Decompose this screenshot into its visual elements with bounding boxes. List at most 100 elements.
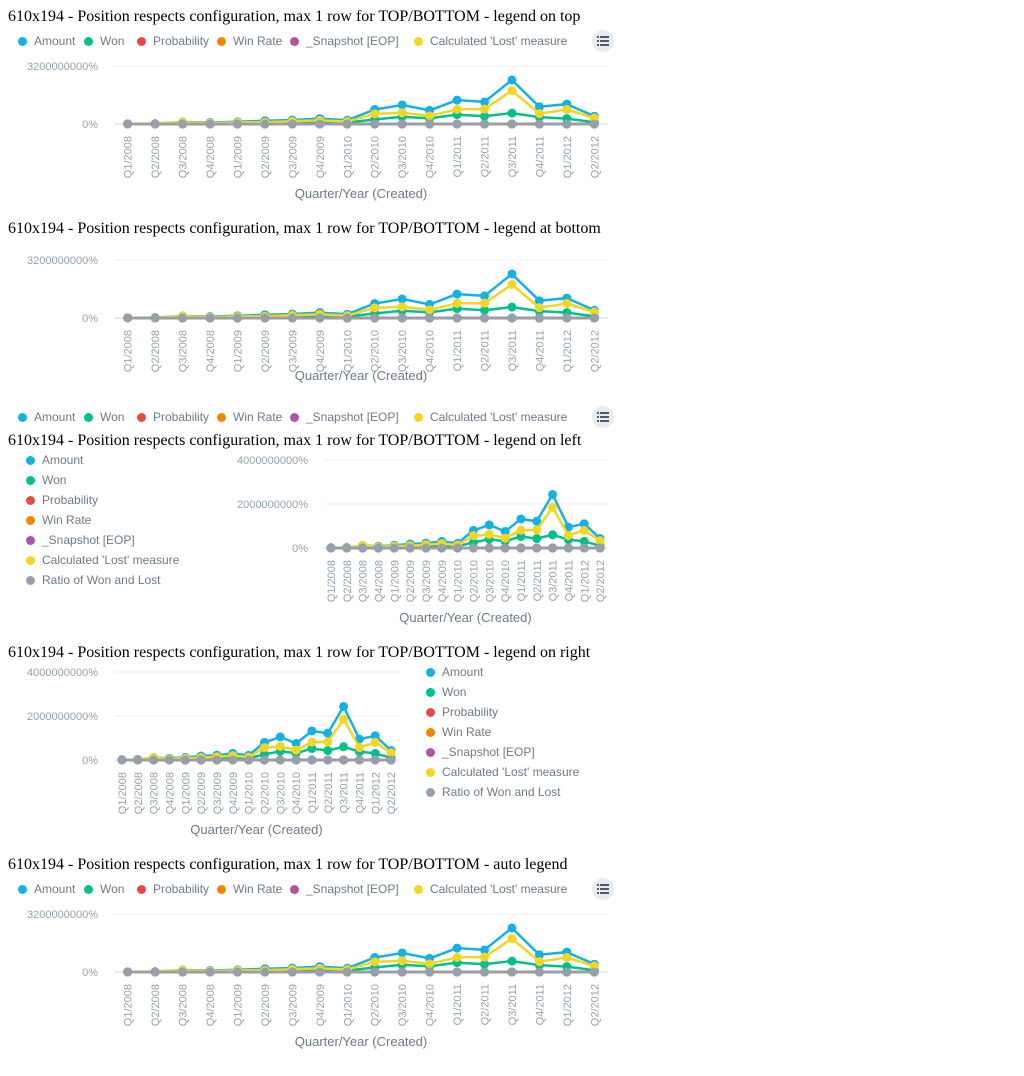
data-point[interactable] — [425, 111, 435, 121]
legend-item[interactable]: Calculated 'Lost' measure — [426, 762, 579, 782]
data-point[interactable] — [480, 291, 489, 301]
data-point[interactable] — [452, 313, 462, 323]
data-point[interactable] — [149, 755, 159, 765]
data-point[interactable] — [291, 739, 301, 748]
data-point[interactable] — [589, 119, 599, 129]
data-point[interactable] — [397, 108, 407, 118]
data-point[interactable] — [315, 967, 325, 977]
data-point[interactable] — [507, 923, 517, 933]
data-point[interactable] — [205, 119, 215, 129]
data-point[interactable] — [532, 525, 542, 535]
data-point[interactable] — [452, 289, 462, 299]
data-point[interactable] — [397, 100, 407, 110]
legend-item[interactable]: Probability — [137, 879, 209, 899]
legend-item[interactable]: Win Rate — [217, 879, 282, 899]
data-point[interactable] — [342, 119, 352, 129]
data-point[interactable] — [534, 119, 544, 129]
data-point[interactable] — [212, 755, 222, 765]
data-point[interactable] — [500, 543, 510, 553]
data-point[interactable] — [315, 119, 325, 129]
legend-item[interactable]: Amount — [18, 31, 75, 51]
data-point[interactable] — [233, 119, 242, 129]
data-point[interactable] — [532, 543, 542, 553]
legend-item[interactable]: Ratio of Won and Lost — [26, 570, 161, 590]
data-point[interactable] — [480, 111, 489, 121]
data-point[interactable] — [370, 313, 380, 323]
data-point[interactable] — [339, 714, 349, 724]
data-point[interactable] — [117, 755, 127, 765]
data-point[interactable] — [370, 119, 380, 129]
data-point[interactable] — [534, 102, 544, 112]
data-point[interactable] — [307, 744, 317, 754]
data-point[interactable] — [534, 967, 544, 977]
data-point[interactable] — [516, 514, 526, 524]
data-point[interactable] — [507, 108, 517, 118]
data-point[interactable] — [452, 952, 462, 962]
data-point[interactable] — [389, 543, 399, 553]
data-point[interactable] — [233, 313, 242, 323]
data-point[interactable] — [425, 967, 435, 977]
legend-item[interactable]: Probability — [137, 31, 209, 51]
data-point[interactable] — [259, 755, 269, 765]
data-point[interactable] — [589, 967, 599, 977]
data-point[interactable] — [562, 313, 572, 323]
data-point[interactable] — [452, 298, 462, 308]
data-point[interactable] — [468, 531, 478, 541]
data-point[interactable] — [287, 119, 297, 129]
data-point[interactable] — [307, 737, 317, 747]
data-point[interactable] — [507, 75, 517, 85]
legend-item[interactable]: _Snapshot [EOP] — [290, 407, 399, 427]
data-point[interactable] — [548, 502, 558, 512]
data-point[interactable] — [370, 957, 380, 967]
data-point[interactable] — [164, 755, 174, 765]
data-point[interactable] — [370, 731, 380, 741]
data-point[interactable] — [480, 305, 489, 315]
data-point[interactable] — [315, 313, 325, 323]
data-point[interactable] — [534, 303, 544, 313]
data-point[interactable] — [354, 742, 364, 752]
data-point[interactable] — [425, 119, 435, 129]
data-point[interactable] — [370, 737, 380, 747]
data-point[interactable] — [397, 967, 407, 977]
data-point[interactable] — [397, 302, 407, 312]
data-point[interactable] — [323, 728, 333, 738]
data-point[interactable] — [452, 119, 462, 129]
data-point[interactable] — [150, 313, 160, 323]
legend-item[interactable]: Calculated 'Lost' measure — [414, 31, 567, 51]
legend-item[interactable]: Win Rate — [26, 510, 91, 530]
data-point[interactable] — [150, 967, 160, 977]
legend-item[interactable]: Calculated 'Lost' measure — [26, 550, 179, 570]
data-point[interactable] — [370, 109, 380, 119]
data-point[interactable] — [589, 313, 599, 323]
legend-item[interactable]: Won — [84, 407, 124, 427]
data-point[interactable] — [480, 119, 489, 129]
data-point[interactable] — [205, 967, 215, 977]
data-point[interactable] — [180, 755, 190, 765]
data-point[interactable] — [178, 313, 188, 323]
legend-item[interactable]: _Snapshot [EOP] — [290, 879, 399, 899]
legend-item[interactable]: Won — [426, 682, 466, 702]
data-point[interactable] — [342, 543, 352, 553]
legend-item[interactable]: Calculated 'Lost' measure — [414, 879, 567, 899]
data-point[interactable] — [579, 543, 589, 553]
data-point[interactable] — [500, 533, 510, 543]
data-point[interactable] — [405, 543, 415, 553]
data-point[interactable] — [507, 85, 517, 95]
data-point[interactable] — [425, 313, 435, 323]
data-point[interactable] — [534, 957, 544, 967]
data-point[interactable] — [397, 948, 407, 958]
data-point[interactable] — [532, 516, 542, 526]
legend-menu-button[interactable] — [592, 406, 614, 428]
data-point[interactable] — [397, 294, 407, 304]
legend-item[interactable]: Amount — [18, 879, 75, 899]
data-point[interactable] — [275, 755, 285, 765]
data-point[interactable] — [507, 933, 517, 943]
data-point[interactable] — [323, 746, 333, 756]
data-point[interactable] — [287, 313, 297, 323]
data-point[interactable] — [507, 119, 517, 129]
data-point[interactable] — [123, 313, 133, 323]
data-point[interactable] — [150, 119, 160, 129]
legend-item[interactable]: _Snapshot [EOP] — [26, 530, 135, 550]
data-point[interactable] — [500, 527, 510, 536]
legend-item[interactable]: Won — [84, 879, 124, 899]
